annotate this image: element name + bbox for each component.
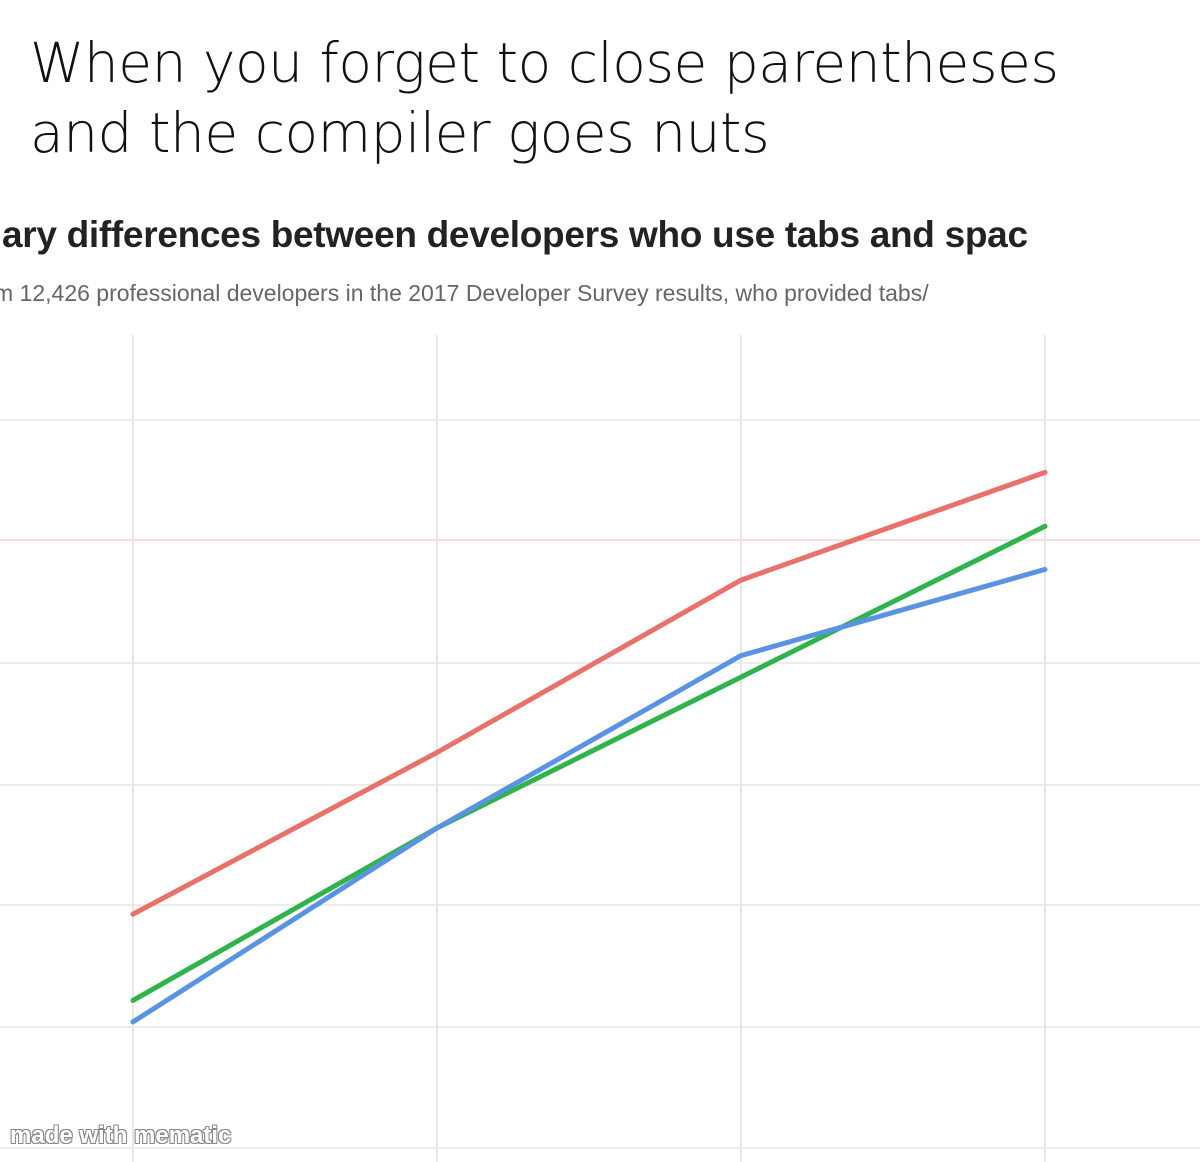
caption-line-2: and the compiler goes nuts (30, 101, 770, 165)
mematic-watermark: made with mematic (10, 1122, 232, 1149)
caption-line-1: When you forget to close parentheses (30, 31, 1059, 95)
chart-subtitle: m 12,426 professional developers in the … (0, 280, 929, 306)
meme-caption: When you forget to close parentheses and… (30, 28, 1180, 168)
chart-title: lary differences between developers who … (0, 214, 1028, 255)
series-line-1 (130, 469, 1048, 917)
series-line-3 (130, 566, 1048, 1025)
series-line-2 (130, 523, 1048, 1003)
